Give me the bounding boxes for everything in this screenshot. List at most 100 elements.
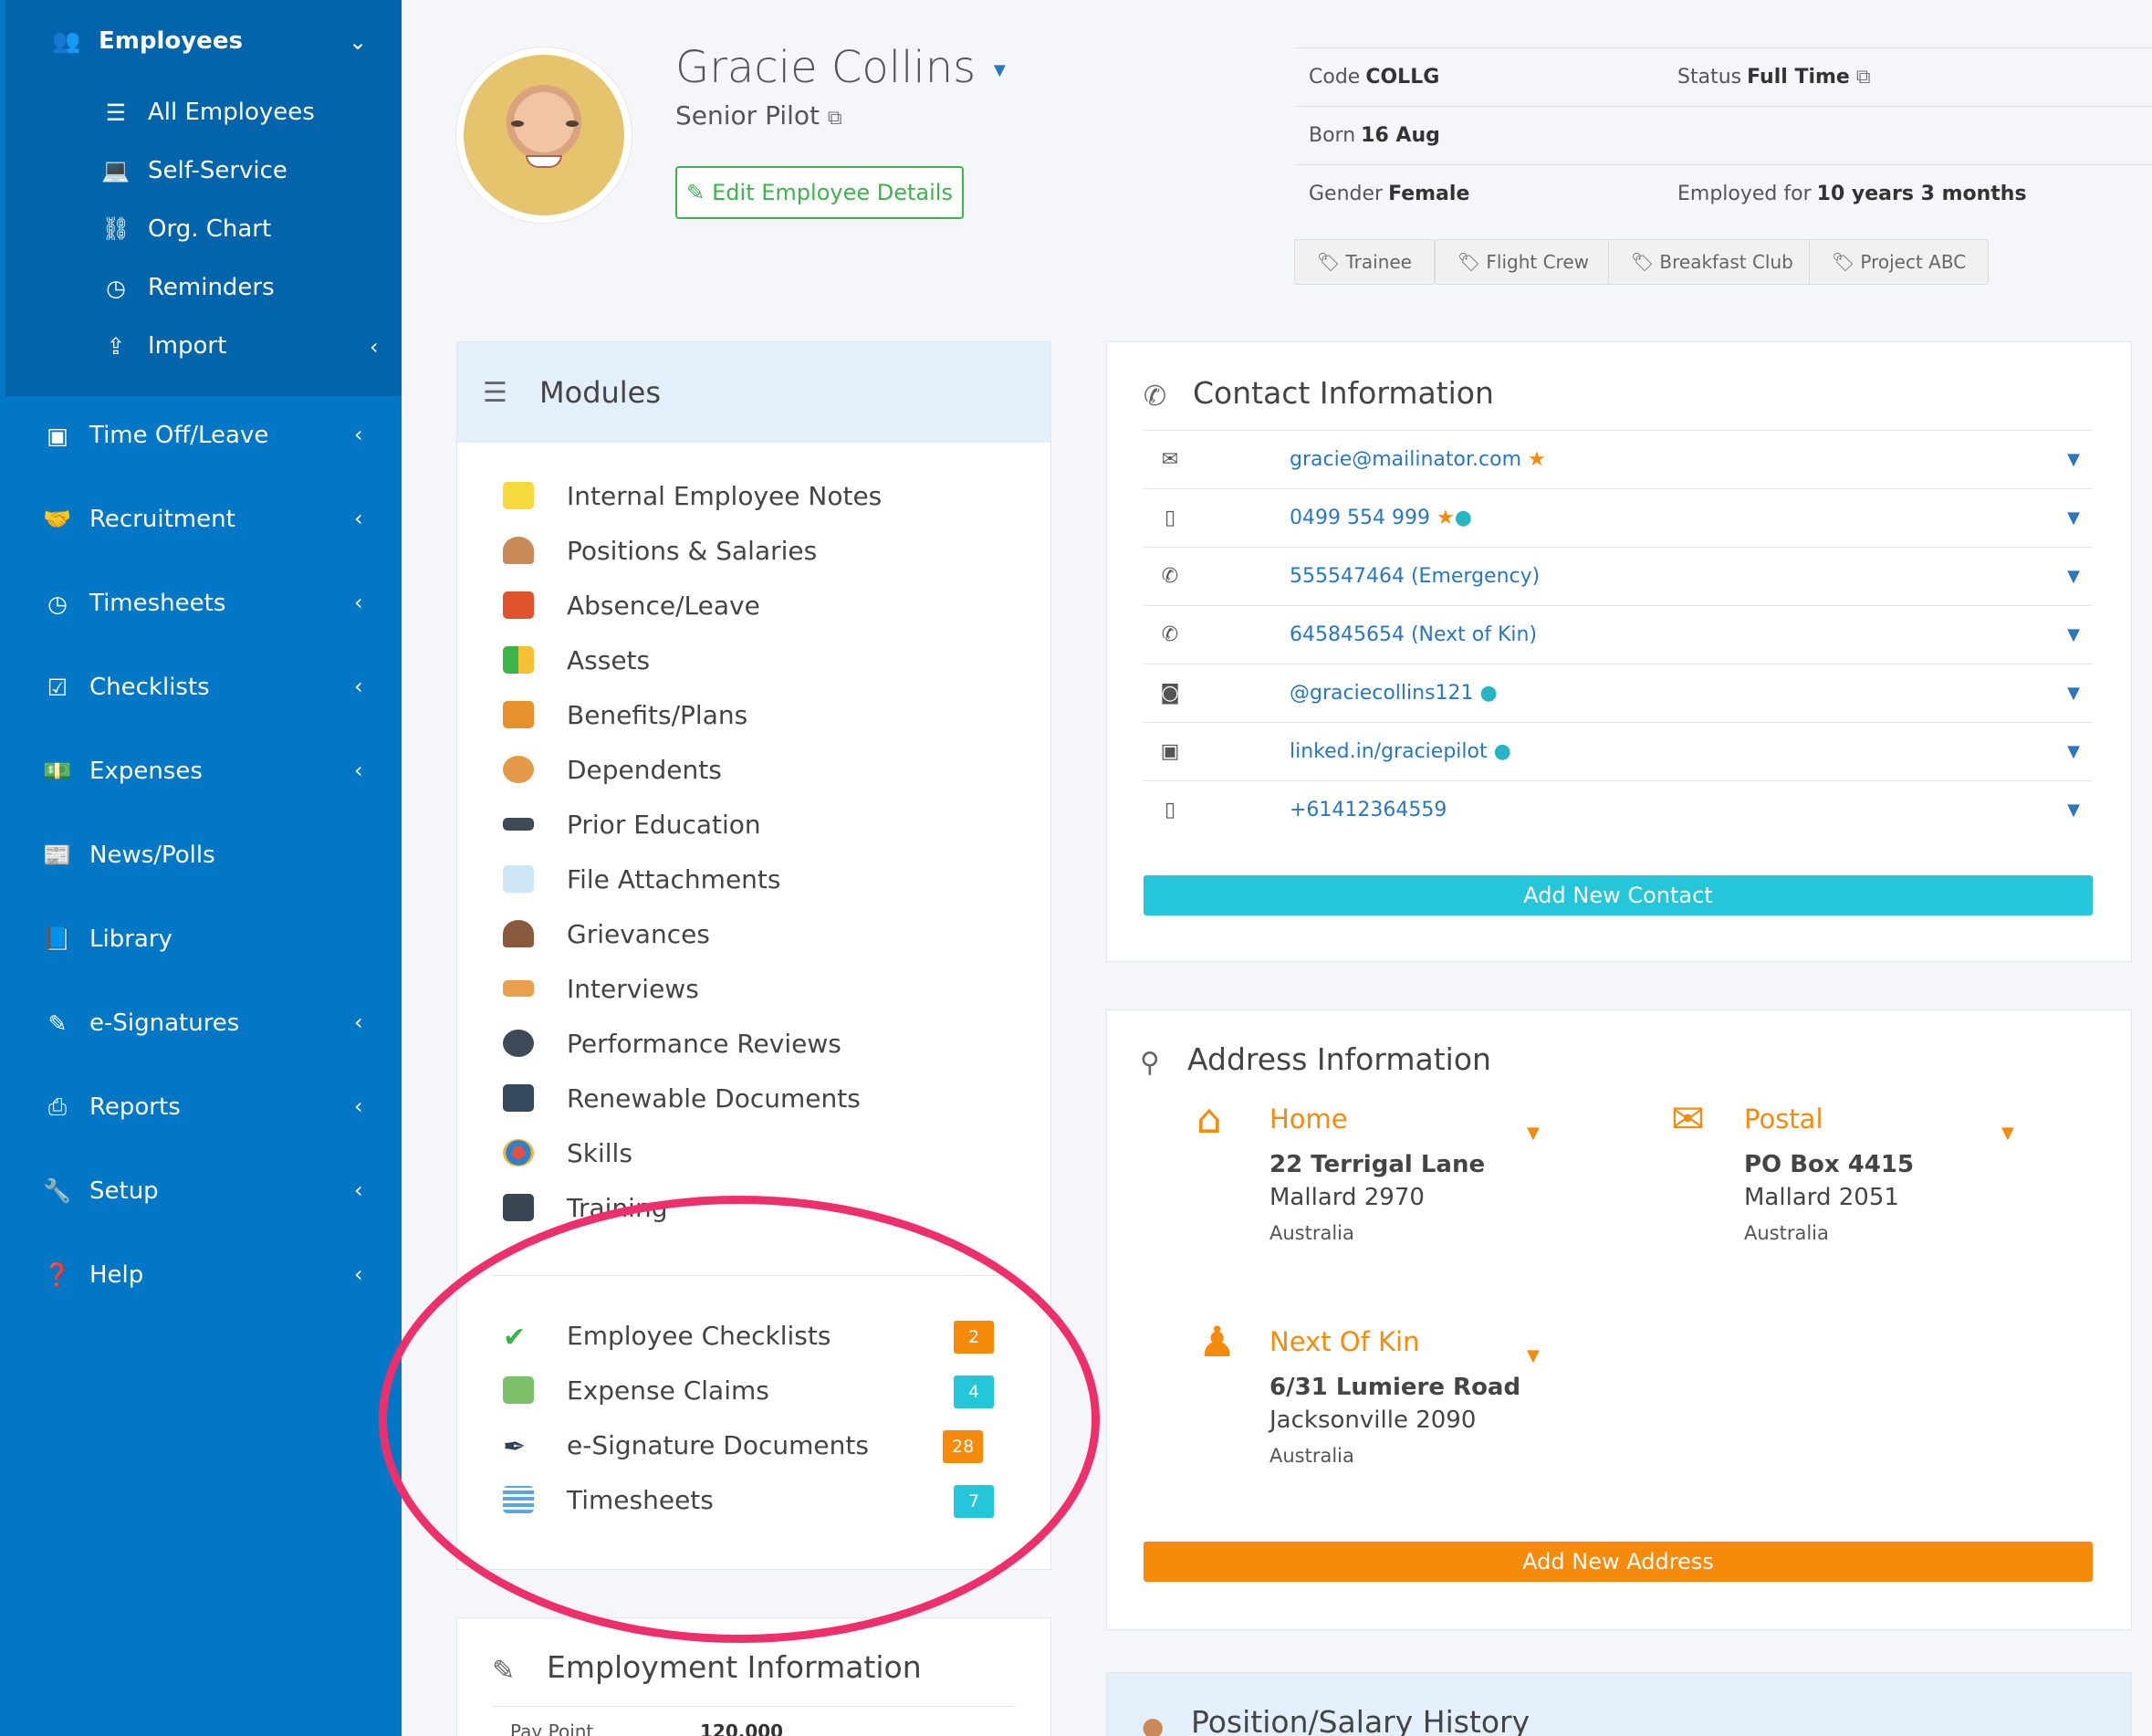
module-internal-notes[interactable]: Internal Employee Notes [457, 468, 1049, 523]
caret-down-icon[interactable]: ▼ [2067, 567, 2080, 586]
sidebar-item-time-off[interactable]: ▣ Time Off/Leave [42, 422, 268, 449]
position-history-panel: ● Position/Salary History [1106, 1672, 2132, 1736]
note-icon [503, 482, 534, 509]
phone-icon: ✆ [1161, 623, 1179, 646]
tag-project-abc[interactable]: 🏷 Project ABC [1809, 239, 1990, 285]
grievance-icon [503, 920, 534, 947]
add-contact-button[interactable]: Add New Contact [1144, 875, 2093, 915]
employee-name[interactable]: Gracie Collins ▼ [675, 42, 1010, 93]
contact-row[interactable]: ▯ 0499 554 999 ★● ▼ [1144, 488, 2093, 547]
phone-icon: ✆ [1144, 381, 1167, 413]
check-square-icon: ☑ [47, 674, 68, 701]
tag-flight-crew[interactable]: 🏷 Flight Crew [1435, 239, 1612, 285]
employee-title: Senior Pilot ⧉ [675, 100, 842, 131]
sidebar-item-recruitment[interactable]: 🤝 Recruitment [43, 506, 235, 533]
mobile-icon: ▯ [1164, 799, 1176, 821]
chevron-left-icon: ‹ [354, 422, 363, 447]
sidebar-item-reports[interactable]: ⎙ Reports [42, 1093, 181, 1121]
pen-icon: ✒ [503, 1431, 527, 1463]
chevron-left-icon: ‹ [354, 674, 363, 699]
caret-down-icon[interactable]: ▼ [2067, 450, 2080, 469]
timesheets-count-badge: 7 [954, 1485, 994, 1518]
passport-icon [503, 1084, 534, 1112]
person-icon [503, 537, 534, 564]
position-history-title: Position/Salary History [1191, 1704, 1530, 1736]
divider [492, 1275, 1016, 1276]
sidebar-item-import[interactable]: ⇪ Import [100, 332, 227, 360]
sidebar-item-setup[interactable]: 🔧 Setup [43, 1177, 159, 1205]
chevron-left-icon: ‹ [354, 1177, 363, 1203]
contact-row[interactable]: ▯ +61412364559 ▼ [1144, 780, 2093, 839]
caret-down-icon[interactable]: ▼ [2067, 508, 2080, 528]
module-interviews[interactable]: Interviews [457, 961, 1049, 1016]
sidebar-item-news-polls[interactable]: 📰 News/Polls [43, 842, 215, 869]
module-performance-reviews[interactable]: Performance Reviews [457, 1016, 1049, 1071]
clock-icon: ◷ [47, 590, 68, 617]
question-circle-icon: ❓ [43, 1261, 72, 1288]
tag-icon: 🏷 [1631, 251, 1655, 273]
caret-down-icon[interactable]: ▼ [2067, 800, 2080, 820]
sidebar-item-e-signatures[interactable]: ✎ e-Signatures [42, 1009, 240, 1037]
training-icon [503, 1194, 534, 1221]
info-row-code: Code COLLG Status Full Time ⧉ [1294, 47, 2152, 106]
add-address-button[interactable]: Add New Address [1144, 1542, 2093, 1582]
module-employee-checklists[interactable]: ✔ Employee Checklists [503, 1320, 831, 1354]
sidebar-item-help[interactable]: ❓ Help [43, 1261, 144, 1289]
contact-row[interactable]: ✆ 645845654 (Next of Kin) ▼ [1144, 605, 2093, 664]
module-assets[interactable]: Assets [457, 633, 1049, 687]
tag-trainee[interactable]: 🏷 Trainee [1294, 239, 1435, 285]
module-expense-claims[interactable]: Expense Claims [457, 1363, 1049, 1417]
tag-breakfast-club[interactable]: 🏷 Breakfast Club [1608, 239, 1816, 285]
sidebar-item-org-chart[interactable]: ⛓ Org. Chart [101, 215, 272, 243]
info-row-gender: Gender Female Employed for 10 years 3 mont… [1294, 164, 2152, 223]
contact-row[interactable]: ✆ 555547464 (Emergency) ▼ [1144, 547, 2093, 605]
contact-row[interactable]: ✉ gracie@mailinator.com ★ ▼ [1144, 430, 2093, 488]
module-benefits-plans[interactable]: Benefits/Plans [457, 687, 1049, 742]
address-panel: ⚲ Address Information ⌂ Home ▼ 22 Terrig… [1106, 1009, 2132, 1630]
address-kin-label: Next Of Kin [1269, 1326, 1420, 1357]
sidebar-item-employees[interactable]: 👥 Employees [52, 27, 243, 55]
star-icon: ★ [1436, 507, 1455, 529]
module-training[interactable]: Training [457, 1180, 1049, 1235]
module-absence-leave[interactable]: Absence/Leave [457, 578, 1049, 633]
caret-down-icon[interactable]: ▼ [2001, 1124, 2014, 1143]
caret-down-icon[interactable]: ▼ [1527, 1346, 1540, 1365]
module-renewable-documents[interactable]: Renewable Documents [457, 1071, 1049, 1125]
external-link-icon[interactable]: ⧉ [827, 107, 842, 130]
suitcase-icon [503, 591, 534, 619]
contact-row[interactable]: ▣ linked.in/graciepilot ● ▼ [1144, 722, 2093, 780]
module-prior-education[interactable]: Prior Education [457, 797, 1049, 852]
pencil-icon: ✎ [47, 1009, 68, 1037]
caret-down-icon[interactable]: ▼ [2067, 625, 2080, 644]
module-positions-salaries[interactable]: Positions & Salaries [457, 523, 1049, 578]
module-grievances[interactable]: Grievances [457, 906, 1049, 961]
module-timesheets[interactable]: Timesheets [457, 1472, 1049, 1527]
contact-row[interactable]: ◙ @graciecollins121 ● ▼ [1144, 664, 2093, 722]
sidebar-item-checklists[interactable]: ☑ Checklists [42, 674, 210, 701]
sidebar-item-expenses[interactable]: 💵 Expenses [43, 758, 203, 785]
external-link-icon[interactable]: ⧉ [1855, 66, 1871, 89]
caret-down-icon[interactable]: ▼ [2067, 742, 2080, 761]
sidebar-item-self-service[interactable]: 💻 Self-Service [101, 157, 287, 184]
sidebar-item-library[interactable]: 📘 Library [43, 926, 172, 953]
profile-photo [464, 55, 624, 215]
module-skills[interactable]: Skills [457, 1125, 1049, 1180]
module-dependents[interactable]: Dependents [457, 742, 1049, 797]
person-icon: ● [1142, 1711, 1165, 1736]
caret-down-icon[interactable]: ▼ [2067, 684, 2080, 703]
chevron-down-icon[interactable]: ⌄ [349, 29, 368, 55]
sidebar-item-all-employees[interactable]: ☰ All Employees [100, 99, 315, 126]
envelope-icon: ✉ [1671, 1096, 1705, 1143]
phone-icon: ✆ [1161, 565, 1179, 588]
edit-employee-button[interactable]: ✎ Edit Employee Details [675, 166, 964, 219]
sidebar-item-timesheets[interactable]: ◷ Timesheets [42, 590, 225, 617]
caret-down-icon[interactable]: ▼ [1527, 1124, 1540, 1143]
tag-icon: 🏷 [1832, 251, 1855, 273]
globe-icon: ● [1454, 507, 1472, 529]
module-e-signature-documents[interactable]: ✒ e-Signature Documents [503, 1429, 869, 1464]
contact-panel: ✆ Contact Information ✉ gracie@mailinator… [1106, 341, 2132, 962]
esignature-count-badge: 28 [943, 1430, 984, 1463]
module-file-attachments[interactable]: File Attachments [457, 852, 1049, 906]
sidebar-item-reminders[interactable]: ◷ Reminders [100, 274, 275, 301]
caret-down-icon[interactable]: ▼ [989, 59, 1010, 82]
